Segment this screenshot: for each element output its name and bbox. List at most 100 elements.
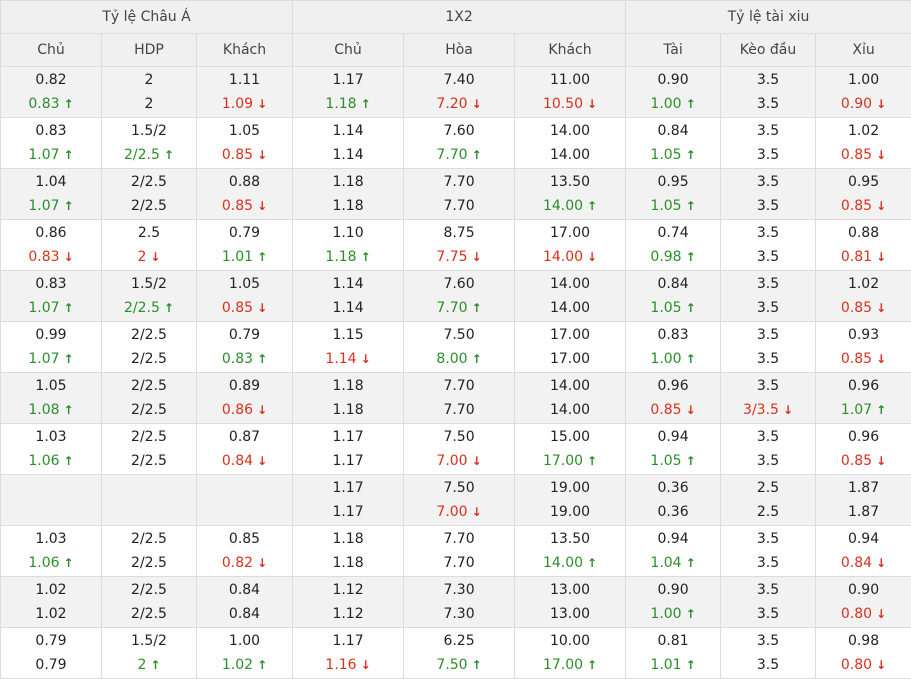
current-odds: 7.50↑ <box>404 654 514 676</box>
opening-odds: 7.60 <box>404 120 514 142</box>
odds-value: 13.50 <box>550 174 590 190</box>
opening-odds: 3.5 <box>721 426 815 448</box>
opening-odds: 2.5 <box>721 477 815 499</box>
odds-value: 14.00 <box>550 300 590 316</box>
odds-value: 0.95 <box>848 174 879 190</box>
odds-value: 7.70 <box>443 531 474 547</box>
opening-odds: 1.03 <box>1 528 101 550</box>
odds-value: 3.5 <box>757 198 779 214</box>
odds-value: 1.14 <box>332 276 363 292</box>
arrow-up-icon: ↑ <box>257 250 267 264</box>
arrow-down-icon: ↓ <box>587 97 597 111</box>
odds-value: 1.17 <box>332 633 363 649</box>
opening-odds: 7.60 <box>404 273 514 295</box>
current-odds: 7.70↑ <box>404 297 514 319</box>
odds-value: 2 <box>138 657 147 673</box>
opening-odds: 2/2.5 <box>102 579 196 601</box>
odds-value: 2/2.5 <box>131 378 167 394</box>
odds-value: 0.90 <box>657 72 688 88</box>
opening-odds: 0.89 <box>197 375 292 397</box>
opening-odds: 17.00 <box>515 324 625 346</box>
arrow-down-icon: ↓ <box>587 250 597 264</box>
cell-home <box>1 475 102 526</box>
odds-value: 1.17 <box>332 480 363 496</box>
odds-value: 0.90 <box>657 582 688 598</box>
arrow-up-icon: ↑ <box>686 454 696 468</box>
current-odds: 2/2.5↑ <box>102 144 196 166</box>
opening-odds: 3.5 <box>721 579 815 601</box>
opening-odds: 3.5 <box>721 324 815 346</box>
odds-value: 7.50 <box>443 327 474 343</box>
odds-value: 1.05 <box>229 123 260 139</box>
opening-odds: 0.94 <box>626 426 720 448</box>
current-odds: 7.00↓ <box>404 450 514 472</box>
current-odds: 1.01↑ <box>626 654 720 676</box>
odds-value: 1.05 <box>35 378 66 394</box>
arrow-up-icon: ↑ <box>686 97 696 111</box>
odds-value: 0.85 <box>222 198 253 214</box>
arrow-up-icon: ↑ <box>164 301 174 315</box>
arrow-down-icon: ↓ <box>257 97 267 111</box>
current-odds: 1.04↑ <box>626 552 720 574</box>
odds-value: 3.5 <box>757 633 779 649</box>
current-odds: 0.86↓ <box>197 399 292 421</box>
current-odds <box>1 501 101 523</box>
opening-odds: 0.96 <box>816 375 911 397</box>
arrow-up-icon: ↑ <box>686 301 696 315</box>
odds-value: 10.00 <box>550 633 590 649</box>
odds-value: 14.00 <box>550 402 590 418</box>
odds-value: 3.5 <box>757 123 779 139</box>
arrow-down-icon: ↓ <box>257 148 267 162</box>
odds-value: 7.70 <box>443 174 474 190</box>
odds-value: 0.74 <box>657 225 688 241</box>
current-odds: 0.85↓ <box>816 348 911 370</box>
odds-value: 0.98 <box>650 249 681 265</box>
opening-odds: 0.74 <box>626 222 720 244</box>
odds-value: 2/2.5 <box>131 429 167 445</box>
current-odds: 1.18 <box>293 552 403 574</box>
opening-odds: 1.14 <box>293 273 403 295</box>
current-odds: 0.85↓ <box>197 297 292 319</box>
opening-odds: 2/2.5 <box>102 324 196 346</box>
odds-value: 0.82 <box>222 555 253 571</box>
odds-value: 2 <box>138 249 147 265</box>
odds-value: 1.05 <box>650 198 681 214</box>
opening-odds: 1.05 <box>1 375 101 397</box>
current-odds: 0.84↓ <box>816 552 911 574</box>
group-header-1x2: 1X2 <box>293 1 626 34</box>
odds-cell <box>1 475 101 525</box>
odds-value: 1.17 <box>332 72 363 88</box>
odds-value: 1.10 <box>332 225 363 241</box>
opening-odds: 1.00 <box>816 69 911 91</box>
arrow-up-icon: ↑ <box>150 658 160 672</box>
arrow-down-icon: ↓ <box>64 250 74 264</box>
odds-value: 8.75 <box>443 225 474 241</box>
